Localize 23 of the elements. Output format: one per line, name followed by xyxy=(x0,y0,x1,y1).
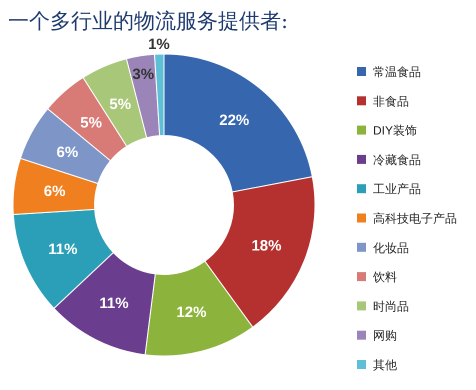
legend-label: DIY装饰 xyxy=(373,124,418,138)
data-label: 18% xyxy=(251,238,282,255)
legend-label: 工业产品 xyxy=(373,182,421,196)
legend-label: 时尚品 xyxy=(373,299,409,314)
legend-label: 高科技电子产品 xyxy=(373,212,457,226)
data-label: 11% xyxy=(48,240,78,258)
data-label: 5% xyxy=(109,96,132,113)
data-label: 6% xyxy=(56,144,78,161)
legend-label: 化妆品 xyxy=(373,240,409,255)
data-label: 5% xyxy=(80,114,102,132)
legend-label: 网购 xyxy=(373,328,397,343)
data-label: 1% xyxy=(148,36,170,54)
data-label: 3% xyxy=(132,66,154,83)
chart-title: 一个多行业的物流服务提供者: xyxy=(8,9,288,33)
data-label: 22% xyxy=(219,112,250,130)
data-label: 6% xyxy=(44,183,66,200)
data-label: 11% xyxy=(99,295,129,312)
data-label: 12% xyxy=(176,304,206,321)
legend-label: 非食品 xyxy=(373,94,409,108)
legend-label: 冷藏食品 xyxy=(373,152,421,167)
legend-label: 常温食品 xyxy=(373,65,421,79)
legend-label: 饮料 xyxy=(372,270,397,284)
legend-label: 其他 xyxy=(373,358,397,372)
